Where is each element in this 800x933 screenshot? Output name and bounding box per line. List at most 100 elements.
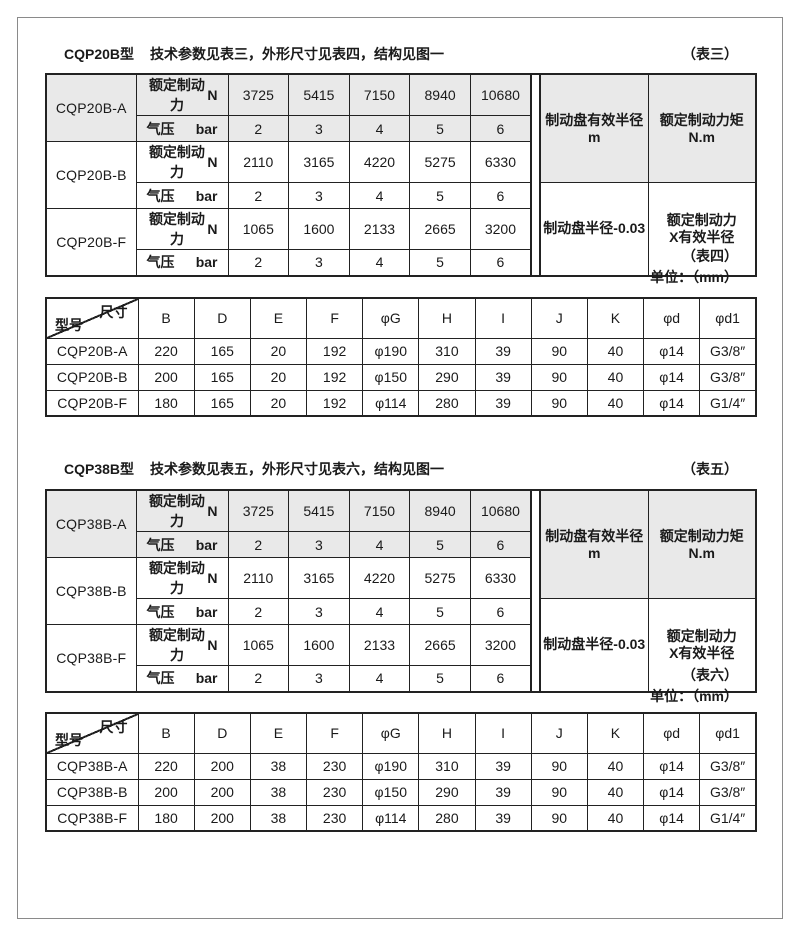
dim-value-cell: 39: [474, 752, 532, 780]
model-cell: CQP38B-A: [45, 489, 137, 558]
param-label-wrap: 气压 bar: [137, 252, 227, 272]
right-formula-radius: 制动盘半径-0.03: [539, 598, 649, 692]
value-cell: 3: [288, 115, 350, 142]
param-label-wrap: 额定制动力 N: [137, 626, 227, 665]
value-cell: 6: [469, 598, 532, 625]
value-cell: 3165: [288, 557, 350, 599]
dims-table-cqp38b: 尺寸 型号 B D E F φG H I J K φd φd1 CQP38B-A …: [45, 712, 757, 832]
unit-note: 单位：（mm）: [650, 688, 738, 704]
table-ref-3: （表三）: [682, 46, 738, 62]
heading-desc: 技术参数见表五，外形尺寸见表六，结构见图一: [150, 461, 445, 477]
dim-value-cell: φ150: [362, 778, 420, 806]
col-header-cell: B: [137, 297, 195, 339]
text-line: 额定制动力矩: [659, 111, 744, 128]
dim-value-cell: G1/4″: [699, 389, 757, 417]
text-line: m: [588, 544, 601, 561]
right-header-radius: 制动盘有效半径 m: [539, 489, 649, 599]
model-cell: CQP38B-B: [45, 557, 137, 625]
param-label: 额定制动力: [148, 493, 205, 529]
table-ref-5: （表五）: [682, 461, 738, 477]
param-unit: N: [207, 570, 218, 586]
col-header-cell: D: [193, 297, 251, 339]
dim-value-cell: 310: [418, 337, 476, 365]
value-cell: 8940: [409, 489, 471, 532]
col-header-cell: J: [530, 297, 588, 339]
value-cell: 5: [409, 182, 471, 209]
heading-desc: 技术参数见表三，外形尺寸见表四，结构见图一: [150, 46, 445, 62]
value-cell: 6330: [469, 141, 532, 183]
value-cell: 4220: [348, 141, 411, 183]
text-line: 额定制动力: [666, 627, 737, 644]
dim-value-cell: φ114: [362, 804, 420, 832]
text-line: 额定制动力矩: [659, 527, 744, 544]
value-cell: 4: [348, 531, 411, 558]
value-cell: 2665: [409, 624, 471, 666]
value-cell: 7150: [348, 489, 411, 532]
value-cell: 2: [227, 115, 290, 142]
param-label: 额定制动力: [148, 144, 205, 180]
params-table-cqp38b: CQP38B-A 额定制动力 N 3725 5415 7150 8940 1068…: [45, 489, 757, 693]
dim-value-cell: 39: [474, 337, 532, 365]
col-header-cell: K: [586, 297, 645, 339]
dim-value-cell: 20: [249, 389, 308, 417]
dim-value-cell: 220: [137, 752, 195, 780]
table-row: 尺寸 型号 B D E F φG H I J K φd φd1: [45, 712, 757, 754]
table-row: CQP38B-F 180 200 38 230 φ114 280 39 90 4…: [45, 804, 757, 832]
right-header-torque: 额定制动力矩 N.m: [647, 489, 757, 599]
value-cell: 3: [288, 182, 350, 209]
dim-value-cell: 40: [586, 389, 645, 417]
param-unit: bar: [195, 536, 218, 553]
param-label-wrap: 额定制动力 N: [137, 143, 227, 182]
table-row: 气压 bar 2 3 4 5 6 制动盘半径-0.03 额定制动力 X有效半径: [46, 182, 757, 276]
value-cell: 6: [469, 249, 532, 276]
table-row: 气压 bar 2 3 4 5 6: [46, 249, 756, 276]
value-cell: 1600: [288, 208, 350, 250]
model-cell: CQP38B-F: [45, 624, 137, 692]
dim-value-cell: 38: [249, 778, 308, 806]
text-line: N.m: [688, 544, 715, 561]
param-unit: N: [207, 154, 218, 170]
gap-cell: [530, 73, 541, 276]
value-cell: 2133: [348, 208, 411, 250]
table-ref-6: （表六）: [682, 667, 738, 683]
dim-value-cell: 280: [418, 804, 476, 832]
param-label-cell: 额定制动力 N: [135, 557, 229, 599]
value-cell: 5: [409, 598, 471, 625]
param-unit: N: [207, 637, 218, 653]
dim-value-cell: φ14: [643, 752, 701, 780]
table-row: CQP20B-F 180 165 20 192 φ114 280 39 90 4…: [45, 389, 757, 417]
text-line: 额定制动力: [666, 211, 737, 228]
model-cell: CQP20B-B: [45, 363, 139, 391]
param-label-cell: 额定制动力 N: [135, 73, 229, 116]
text-line: 制动盘半径-0.03: [543, 636, 646, 653]
dim-value-cell: 230: [306, 804, 364, 832]
param-label-cell: 额定制动力 N: [135, 489, 229, 532]
col-header-cell: D: [193, 712, 251, 754]
unit-note: 单位：（mm）: [650, 269, 738, 285]
text-line: m: [588, 128, 601, 145]
param-label-cell: 气压 bar: [135, 249, 229, 276]
value-cell: 2: [227, 249, 290, 276]
dim-value-cell: 165: [193, 389, 251, 417]
col-header-cell: φd1: [699, 297, 757, 339]
model-cell: CQP38B-B: [45, 778, 139, 806]
value-cell: 5: [409, 665, 471, 692]
col-header-cell: E: [249, 712, 308, 754]
dim-value-cell: φ14: [643, 337, 701, 365]
col-header-cell: φd: [643, 712, 701, 754]
value-cell: 4: [348, 665, 411, 692]
dim-value-cell: 290: [418, 363, 476, 391]
dim-value-cell: 200: [193, 804, 251, 832]
col-header-cell: J: [530, 712, 588, 754]
model-cell: CQP38B-A: [45, 752, 139, 780]
param-label: 额定制动力: [148, 627, 205, 663]
dim-value-cell: 165: [193, 363, 251, 391]
param-label: 气压: [146, 120, 175, 137]
corner-cell: 尺寸 型号: [45, 712, 139, 754]
right-formula-radius: 制动盘半径-0.03: [539, 182, 649, 276]
dim-value-cell: φ190: [362, 752, 420, 780]
param-label-cell: 气压 bar: [135, 531, 229, 558]
param-label-cell: 气压 bar: [135, 115, 229, 142]
dim-value-cell: 40: [586, 804, 645, 832]
param-unit: N: [207, 503, 218, 519]
